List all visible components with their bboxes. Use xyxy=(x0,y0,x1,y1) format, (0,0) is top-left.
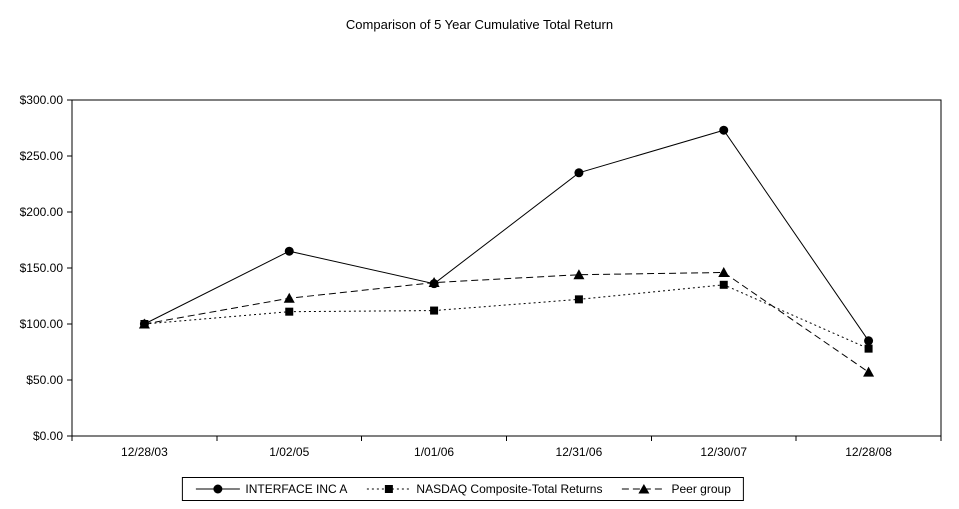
x-axis-label: 12/28/03 xyxy=(121,445,168,459)
data-marker-square xyxy=(574,295,583,304)
y-axis-tick-label: $250.00 xyxy=(20,149,64,163)
y-axis-tick-label: $50.00 xyxy=(26,373,63,387)
legend-marker-square-icon xyxy=(366,485,411,493)
x-axis-label: 1/02/05 xyxy=(269,445,309,459)
data-marker-triangle xyxy=(138,318,150,329)
data-marker-square xyxy=(719,280,728,289)
y-axis-tick-label: $300.00 xyxy=(20,93,64,107)
chart-title: Comparison of 5 Year Cumulative Total Re… xyxy=(345,17,614,32)
data-marker-circle xyxy=(284,246,294,256)
legend-marker-triangle-icon xyxy=(621,484,666,494)
legend-item-interface: INTERFACE INC A xyxy=(194,482,347,496)
data-marker-triangle xyxy=(863,366,875,377)
legend-label-nasdaq: NASDAQ Composite-Total Returns xyxy=(416,482,603,496)
data-marker-triangle xyxy=(573,269,585,280)
series-line-triangle xyxy=(144,271,869,373)
data-marker-triangle xyxy=(283,292,295,303)
x-axis-label: 1/01/06 xyxy=(414,445,454,459)
data-marker-circle xyxy=(864,336,874,346)
data-marker-circle xyxy=(574,168,584,178)
data-marker-square xyxy=(285,307,294,316)
series-line-circle xyxy=(144,129,869,342)
data-marker-triangle xyxy=(718,266,730,277)
legend-label-peer: Peer group xyxy=(671,482,731,496)
legend-item-peer: Peer group xyxy=(620,482,731,496)
legend-item-nasdaq: NASDAQ Composite-Total Returns xyxy=(365,482,602,496)
x-axis-label: 12/30/07 xyxy=(700,445,747,459)
legend-marker-circle-icon xyxy=(195,484,240,494)
y-axis-tick-label: $200.00 xyxy=(20,205,64,219)
data-marker-square xyxy=(864,344,873,353)
series-line-square xyxy=(144,284,869,350)
x-axis-label: 12/28/08 xyxy=(845,445,892,459)
plot-area xyxy=(71,99,942,437)
y-axis-tick-label: $0.00 xyxy=(33,429,63,443)
data-marker-triangle xyxy=(428,277,440,288)
data-marker-circle xyxy=(719,125,729,135)
data-marker-square xyxy=(430,306,439,315)
legend-label-interface: INTERFACE INC A xyxy=(245,482,348,496)
x-axis-label: 12/31/06 xyxy=(556,445,603,459)
y-axis-tick-label: $100.00 xyxy=(20,317,64,331)
chart-legend: INTERFACE INC A NASDAQ Composite-Total R… xyxy=(181,477,744,501)
y-axis-tick-label: $150.00 xyxy=(20,261,64,275)
